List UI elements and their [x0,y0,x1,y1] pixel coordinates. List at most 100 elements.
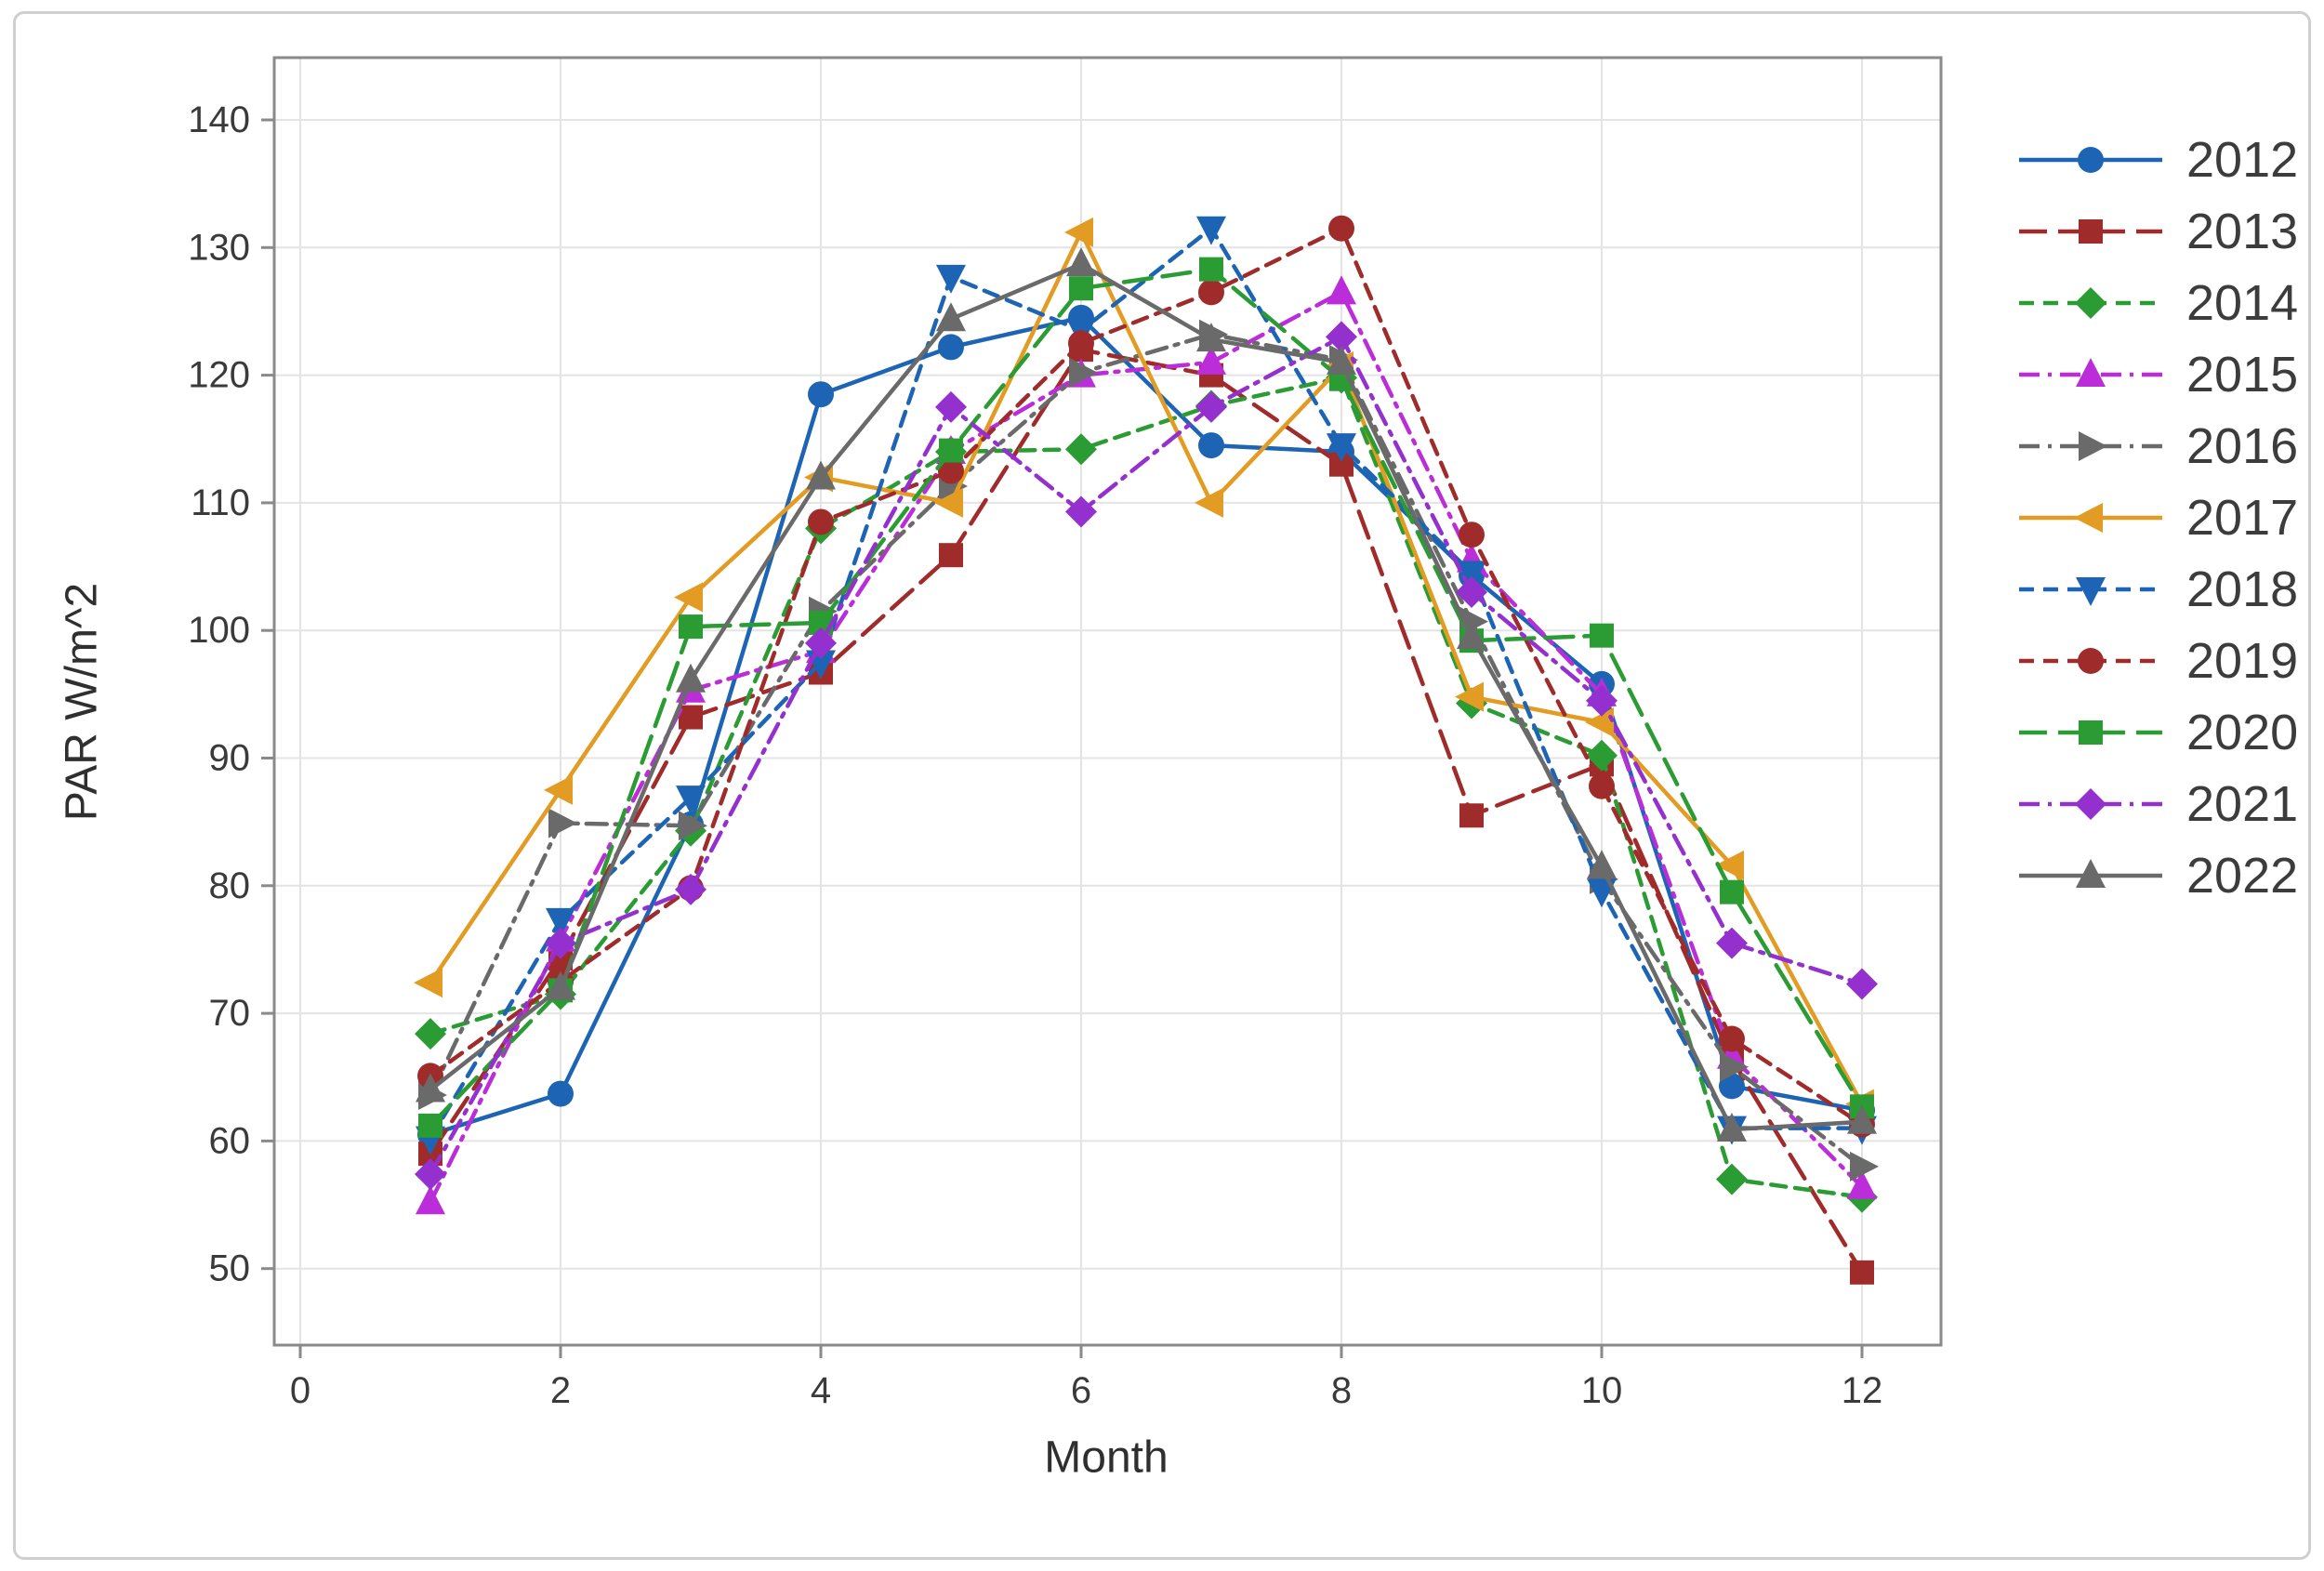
y-tick-label: 50 [209,1248,251,1289]
data-point-2019 [1589,772,1615,799]
data-point-2012 [938,334,964,361]
x-tick-label: 12 [1842,1370,1883,1411]
data-point-2017 [934,487,963,518]
data-point-2022 [1196,323,1226,352]
data-point-2018 [1196,216,1226,245]
data-point-2012 [548,1080,574,1107]
legend-marker-2014 [2075,287,2106,319]
data-point-2022 [1327,345,1356,375]
data-point-2016 [548,808,577,838]
data-point-2021 [545,927,576,959]
series-line-2022 [428,261,1865,1132]
x-tick-label: 6 [1071,1370,1091,1411]
data-point-2020 [679,614,703,640]
data-point-2019 [1719,1025,1745,1052]
data-point-2018 [936,264,966,294]
x-tick-label: 4 [811,1370,831,1411]
data-point-2016 [679,811,707,841]
series-line-2014 [428,376,1865,1200]
y-tick-label: 90 [209,738,251,779]
legend-label-2015: 2015 [2186,347,2298,403]
data-point-2020 [1720,879,1744,904]
y-tick-label: 100 [188,610,250,651]
x-tick-label: 2 [550,1370,571,1411]
data-point-2012 [808,381,834,408]
data-point-2022 [1066,247,1096,277]
data-point-2020 [1590,623,1614,648]
data-point-2014 [1586,739,1618,772]
data-point-2020 [1199,257,1223,282]
data-point-2022 [546,970,575,1000]
y-tick-label: 60 [209,1120,251,1161]
y-tick-label: 80 [209,865,251,906]
legend-marker-2019 [2078,648,2104,674]
data-point-2012 [1719,1073,1745,1100]
data-point-2017 [414,968,442,998]
series-line-2021 [428,335,1865,1177]
data-point-2017 [1195,487,1223,518]
data-point-2017 [544,774,573,805]
y-axis-title: PAR W/m^2 [57,582,107,822]
data-point-2018 [546,907,575,937]
data-point-2022 [936,302,966,332]
data-point-2021 [1846,968,1878,1000]
data-point-2020 [418,1113,442,1138]
legend-marker-2022 [2076,859,2106,888]
data-point-2014 [1716,1163,1748,1195]
data-point-2019 [808,508,834,535]
data-point-2016 [1850,1151,1879,1182]
data-point-2017 [1455,681,1484,712]
data-point-2018 [1457,561,1486,590]
x-tick-label: 8 [1331,1370,1352,1411]
data-point-2013 [1459,803,1484,828]
series-line-2018 [428,226,1865,1141]
data-point-2019 [1459,521,1485,548]
legend-marker-2013 [2079,219,2103,244]
data-point-2022 [1457,620,1486,650]
y-tick-label: 110 [191,482,250,523]
data-point-2013 [1850,1260,1874,1285]
data-point-2013 [939,543,963,568]
legend-marker-2018 [2076,577,2106,606]
legend-marker-2015 [2076,358,2106,387]
data-point-2019 [1068,330,1094,357]
data-point-2014 [1065,433,1097,466]
data-point-2017 [1064,217,1093,247]
y-tick-label: 120 [188,355,250,396]
x-axis-title: Month [1044,1432,1169,1483]
x-tick-label: 0 [290,1370,310,1411]
legend-label-2018: 2018 [2186,561,2298,617]
data-point-2013 [679,705,703,730]
data-point-2021 [1065,495,1097,528]
data-point-2017 [674,582,703,613]
legend-label-2014: 2014 [2186,275,2298,331]
data-point-2022 [806,460,836,490]
data-point-2021 [1586,684,1618,717]
data-point-2021 [935,390,967,423]
data-point-2021 [1456,576,1487,609]
data-point-2021 [805,627,837,659]
legend-label-2020: 2020 [2186,705,2298,760]
data-point-2019 [1328,215,1354,242]
legend-label-2019: 2019 [2186,633,2298,689]
data-point-2020 [939,438,963,463]
data-point-2016 [1069,357,1098,388]
legend-label-2022: 2022 [2186,848,2298,904]
data-point-2021 [1195,390,1227,423]
y-tick-label: 140 [188,99,250,140]
data-point-2017 [1585,707,1614,738]
series-line-2020 [428,267,1865,1129]
data-point-2015 [1847,1169,1877,1199]
data-point-2020 [1069,276,1093,301]
legend-marker-2020 [2079,720,2103,745]
y-tick-label: 130 [188,227,250,268]
legend-label-2016: 2016 [2186,418,2298,474]
data-point-2012 [1198,432,1224,459]
x-tick-label: 10 [1581,1370,1623,1411]
legend-label-2013: 2013 [2186,204,2298,259]
data-point-2022 [416,1073,445,1102]
data-point-2018 [1327,433,1356,463]
data-point-2016 [1720,1051,1749,1082]
